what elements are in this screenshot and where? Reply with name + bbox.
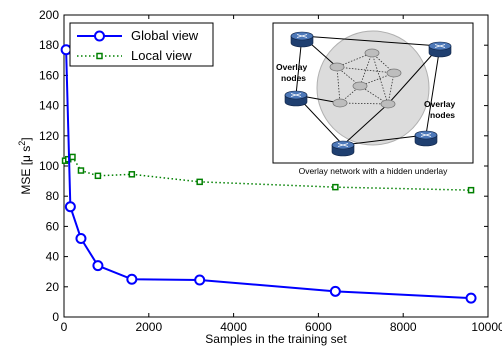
y-axis-label-sup: 2 <box>17 141 27 146</box>
legend-label-local: Local view <box>131 48 192 63</box>
legend-box <box>69 22 214 67</box>
y-tick-label: 160 <box>39 68 59 82</box>
y-axis-label-main: MSE [μ s <box>19 146 33 195</box>
y-tick-label: 0 <box>52 310 59 324</box>
y-tick-label: 100 <box>39 159 59 173</box>
x-tick-label: 0 <box>61 320 68 334</box>
legend: Global view Local view <box>69 22 214 67</box>
y-tick-label: 140 <box>39 99 59 113</box>
y-axis-label-close: ] <box>19 137 33 140</box>
y-tick-label: 40 <box>46 250 60 264</box>
data-point-global-view <box>465 292 477 304</box>
y-tick-label: 80 <box>46 189 60 203</box>
inset-label-left-1: Overlay <box>276 62 307 72</box>
data-point-global-view <box>92 260 104 272</box>
y-tick-label: 180 <box>39 38 59 52</box>
legend-marker-local <box>96 52 103 60</box>
data-point-global-view <box>194 274 206 286</box>
data-point-local-view <box>94 172 102 180</box>
overlay-routers <box>284 31 452 157</box>
router-icon <box>331 140 355 157</box>
series-layer <box>60 44 477 304</box>
x-axis-label: Samples in the training set <box>205 332 347 346</box>
y-tick-label: 120 <box>39 129 59 143</box>
data-point-local-view <box>332 183 339 191</box>
x-tick-label: 2000 <box>135 320 162 334</box>
inset-caption: Overlay network with a hidden underlay <box>299 166 449 176</box>
data-point-local-view <box>196 178 203 186</box>
router-icon <box>428 41 452 58</box>
axis-ticks: 0 2000 4000 6000 8000 10000 0 20 40 60 80 100 120 140… <box>39 8 502 334</box>
inset-label-right-1: Overlay <box>424 99 455 109</box>
router-icon <box>414 130 438 147</box>
x-tick-label: 4000 <box>220 320 247 334</box>
overlay-network-inset: Overlay nodes Overlay nodes Overlay netw… <box>272 22 474 176</box>
data-point-local-view <box>128 171 136 178</box>
data-point-local-view <box>77 167 85 174</box>
data-point-global-view <box>64 201 76 213</box>
router-icon <box>290 31 314 48</box>
data-point-global-view <box>329 285 341 297</box>
underlay-routers <box>329 48 402 109</box>
router-icon <box>284 90 308 107</box>
y-tick-label: 20 <box>46 280 60 294</box>
y-axis-label: MSE [μ s2] <box>17 137 33 194</box>
x-tick-label: 8000 <box>390 320 417 334</box>
inset-label-left-2: nodes <box>281 73 306 83</box>
data-point-global-view <box>126 273 138 285</box>
inset-label-right-2: nodes <box>430 110 455 120</box>
underlay-cloud <box>316 30 430 146</box>
y-tick-label: 60 <box>46 219 60 233</box>
data-point-global-view <box>75 232 87 244</box>
x-tick-label: 6000 <box>305 320 332 334</box>
data-point-local-view <box>467 186 475 194</box>
legend-marker-global <box>94 30 105 42</box>
x-tick-label: 10000 <box>471 320 502 334</box>
legend-label-global: Global view <box>131 28 199 43</box>
data-point-global-view <box>60 44 72 56</box>
series-line-global-view <box>65 49 472 300</box>
y-tick-label: 200 <box>39 8 59 22</box>
data-point-local-view <box>69 153 76 161</box>
